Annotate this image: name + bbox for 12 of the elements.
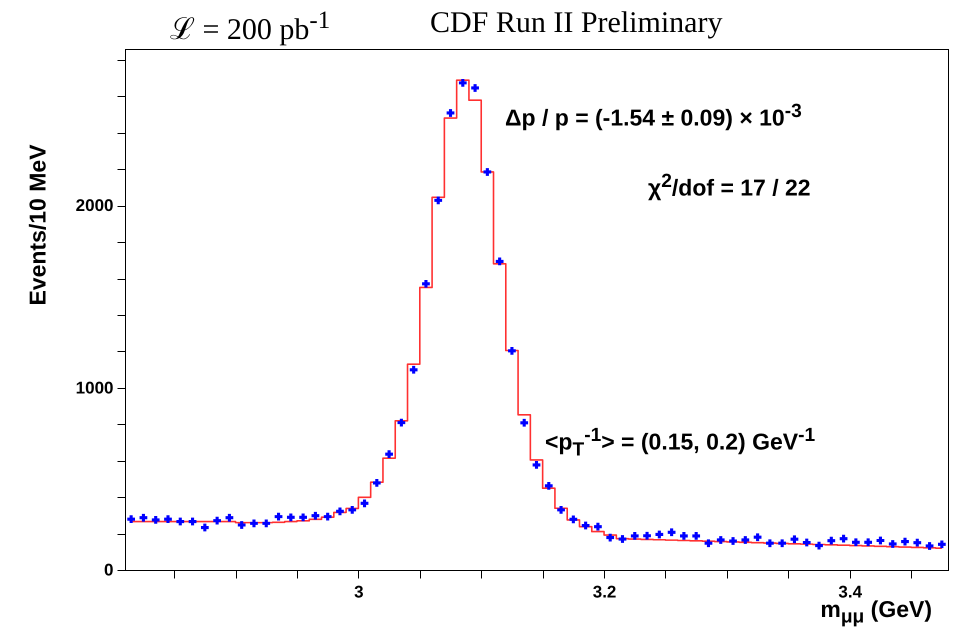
y-tick-label: 0 <box>104 560 114 580</box>
annotation: χ$^{2}$/dof = 17 / 22 <box>648 171 811 201</box>
y-tick-label: 1000 <box>76 378 114 398</box>
x-tick-label: 3.4 <box>838 582 863 602</box>
chart-title: CDF Run II Preliminary <box>430 6 722 39</box>
x-tick-label: 3.2 <box>592 582 616 602</box>
y-tick-label: 2000 <box>76 196 114 216</box>
text: ℒ = 200 pb$^{-1}$ <box>170 7 330 46</box>
y-axis-title: Events/10 MeV <box>24 144 50 306</box>
annotation: <p$_{T}$$^{-1}$> = (0.15, 0.2) GeV$^{-1}$ <box>545 425 816 460</box>
x-tick-label: 3 <box>354 582 364 602</box>
annotation: Δp / p = (-1.54 ± 0.09) × 10$^{-3}$ <box>505 101 802 131</box>
